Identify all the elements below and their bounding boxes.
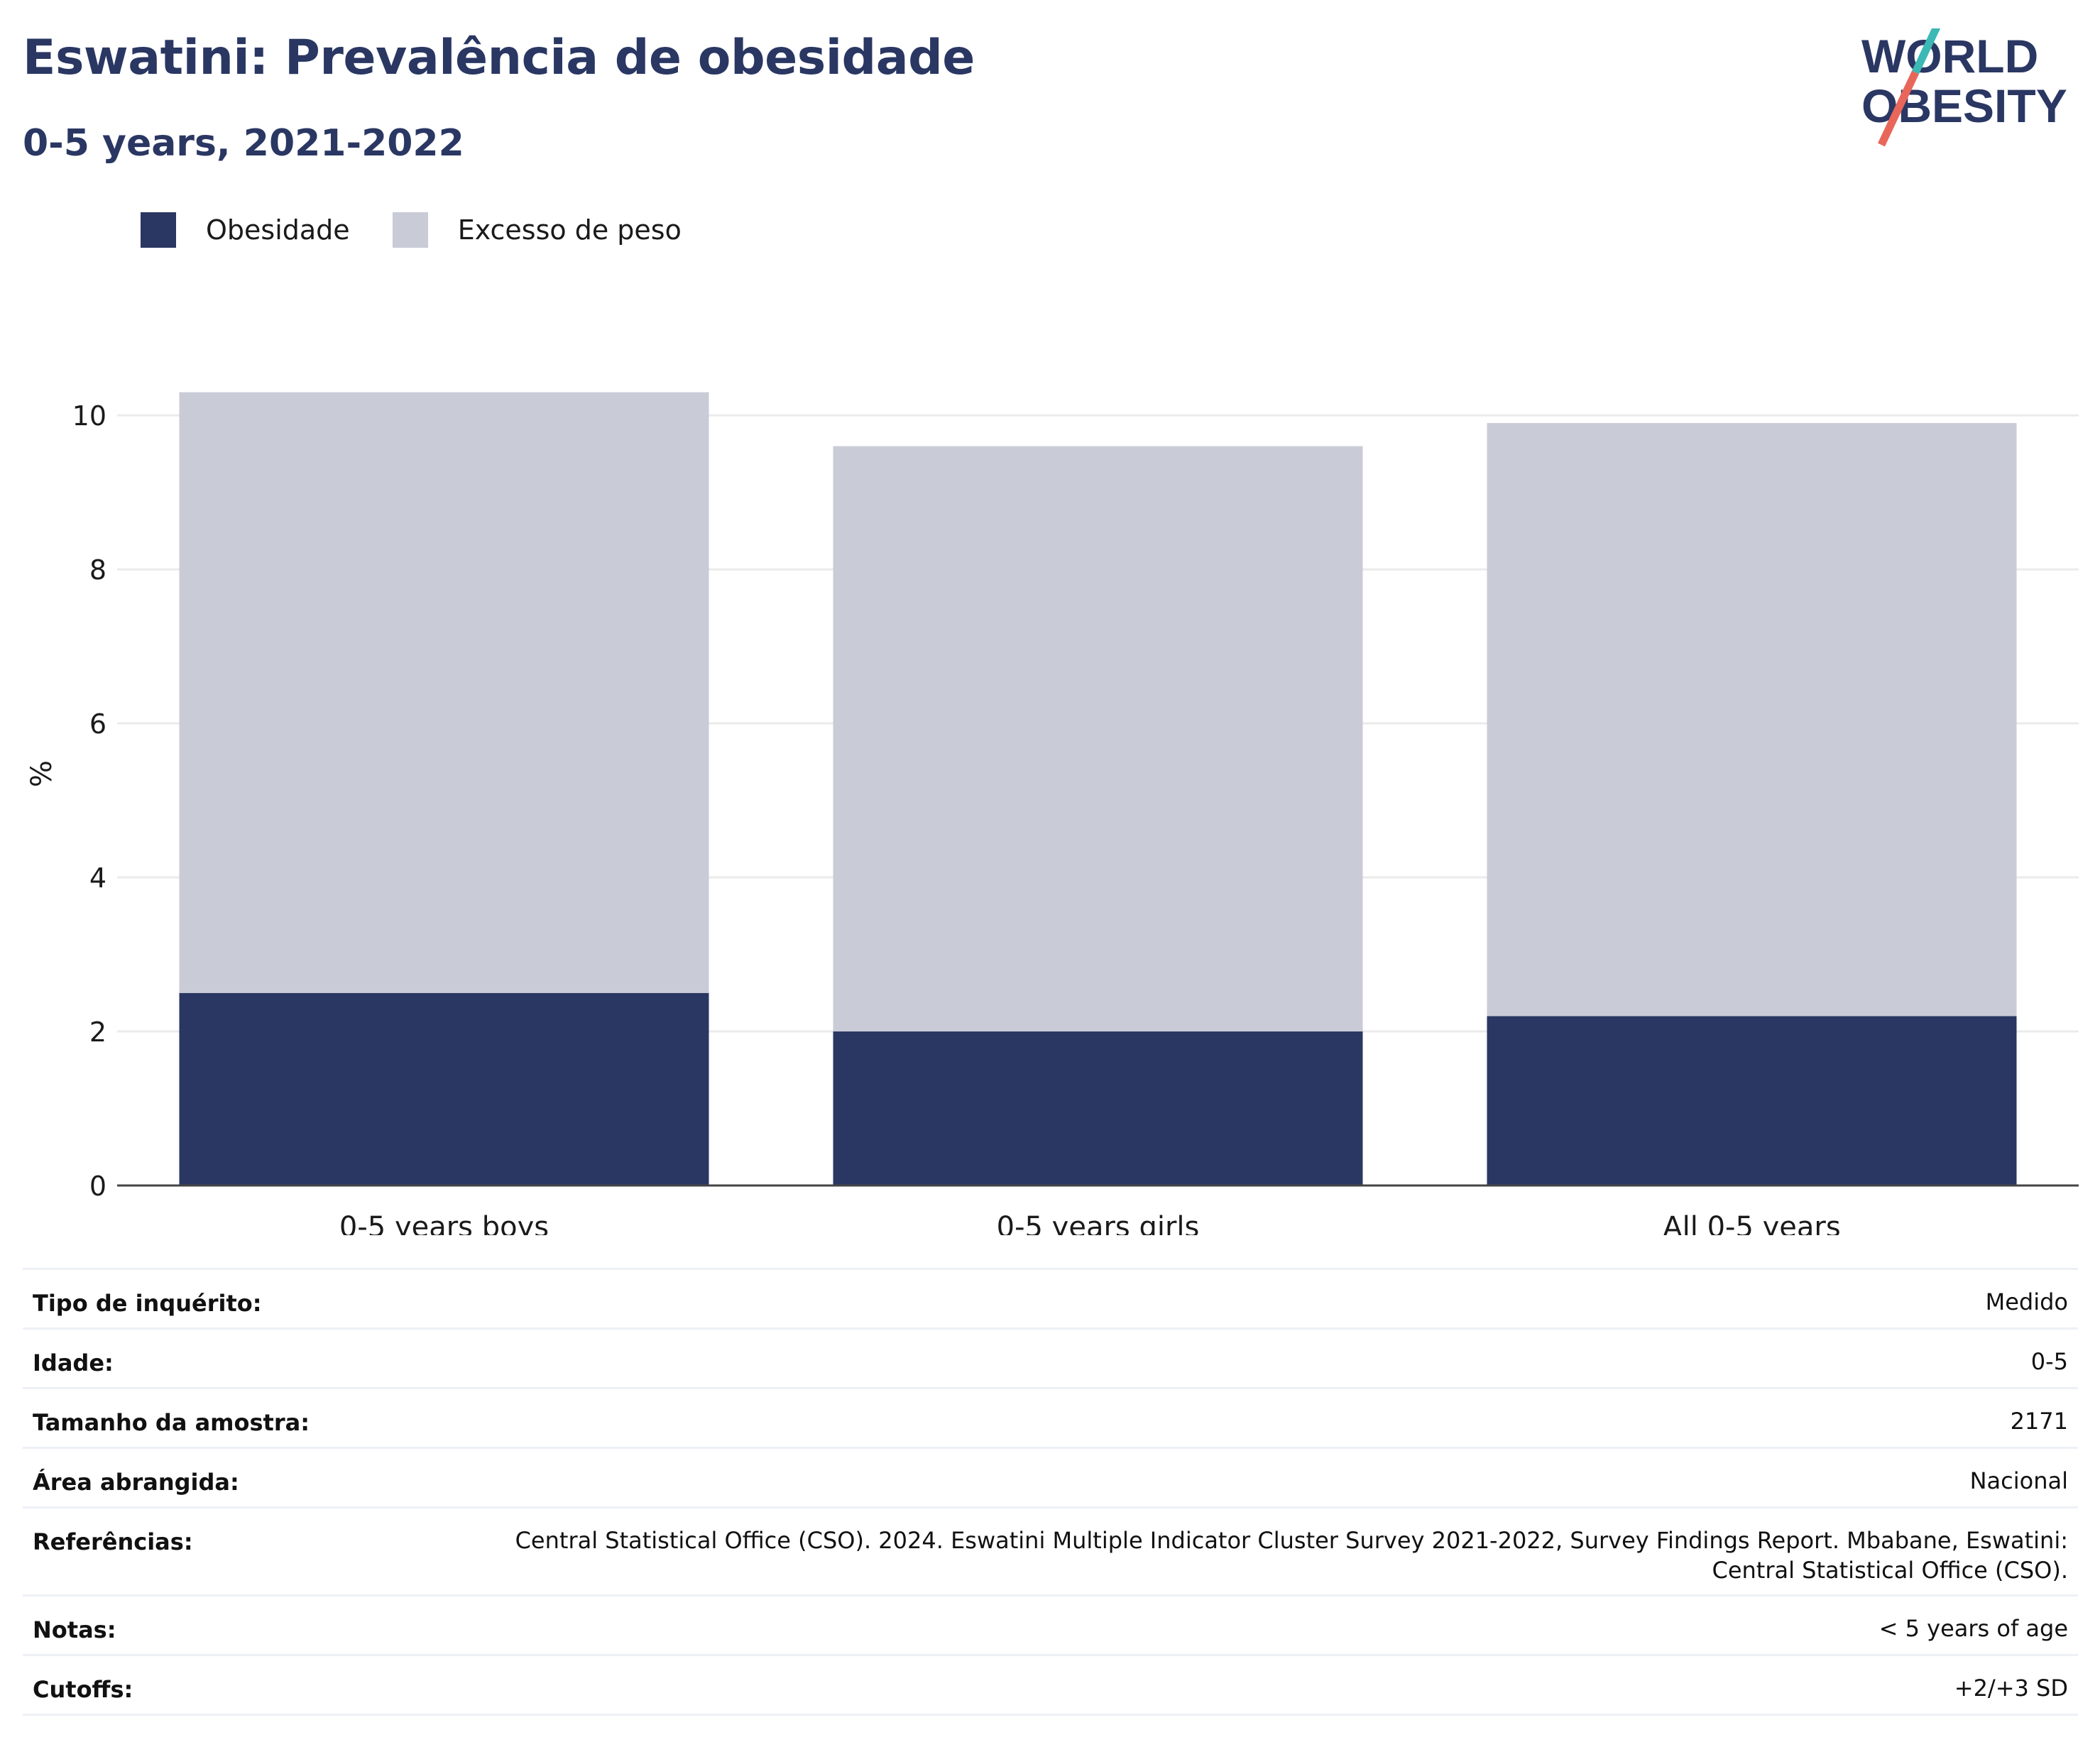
info-row: Referências: Central Statistical Office (… [23, 1508, 2078, 1597]
info-row: Tipo de inquérito: Medido [23, 1270, 2078, 1330]
axes: 0 2 4 6 8 10 0-5 years boys 0-5 years girls All … [72, 400, 2079, 1235]
info-key: Área abrangida: [33, 1469, 239, 1496]
chart-legend: Obesidade Excesso de peso [141, 210, 724, 250]
bar-excesso-de-peso-2[interactable] [1487, 422, 2017, 1017]
y-tick-label: 2 [89, 1017, 106, 1048]
info-value: Nacional [1969, 1467, 2068, 1494]
info-key: Tipo de inquérito: [33, 1290, 262, 1317]
legend-swatch-excesso-de-peso [392, 212, 428, 248]
info-row: Cutoffs: +2/+3 SD [23, 1656, 2078, 1716]
info-row: Tamanho da amostra: 2171 [23, 1389, 2078, 1449]
info-value: Central Statistical Office (CSO). 2024. … [515, 1527, 2068, 1584]
stacked-bar-chart: 0 2 4 6 8 10 0-5 years boys 0-5 years girls All … [26, 392, 2079, 1235]
info-key: Notas: [33, 1616, 116, 1643]
bar-obesidade-2[interactable] [1487, 1016, 2017, 1185]
bar-obesidade-0[interactable] [179, 992, 709, 1185]
info-row: Área abrangida: Nacional [23, 1449, 2078, 1508]
x-tick-label: 0-5 years girls [997, 1211, 1200, 1235]
legend-label-obesidade: Obesidade [206, 214, 350, 246]
bar-excesso-de-peso-0[interactable] [179, 392, 709, 993]
x-tick-label: All 0-5 years [1663, 1211, 1840, 1235]
info-value: < 5 years of age [1878, 1615, 2068, 1642]
bars [179, 392, 2017, 1185]
y-tick-label: 0 [89, 1171, 106, 1202]
logo-text-world: WORLD [1861, 30, 2038, 82]
y-tick-label: 10 [72, 400, 106, 432]
info-key: Cutoffs: [33, 1676, 133, 1703]
survey-info-table: Tipo de inquérito: Medido Idade: 0-5 Tamanho… [23, 1268, 2078, 1716]
info-value: +2/+3 SD [1954, 1675, 2068, 1702]
y-axis-label: % [26, 760, 58, 787]
info-value: 0-5 [2030, 1348, 2068, 1375]
y-tick-label: 6 [89, 708, 106, 740]
legend-item-obesidade[interactable]: Obesidade [141, 212, 350, 248]
bar-obesidade-1[interactable] [833, 1031, 1363, 1185]
info-value: Medido [1985, 1288, 2068, 1315]
info-row: Idade: 0-5 [23, 1330, 2078, 1389]
legend-label-excesso-de-peso: Excesso de peso [457, 214, 682, 246]
info-key: Referências: [33, 1528, 193, 1555]
info-row: Notas: < 5 years of age [23, 1597, 2078, 1656]
world-obesity-logo: WORLD OBESITY [1861, 28, 2067, 147]
y-tick-label: 4 [89, 862, 106, 894]
chart-title: Eswatini: Prevalência de obesidade [23, 30, 975, 86]
bar-excesso-de-peso-1[interactable] [833, 446, 1363, 1032]
y-tick-label: 8 [89, 554, 106, 586]
legend-item-excesso-de-peso[interactable]: Excesso de peso [392, 212, 682, 248]
info-key: Idade: [33, 1349, 114, 1376]
info-value: 2171 [2010, 1408, 2068, 1435]
legend-swatch-obesidade [141, 212, 176, 248]
info-key: Tamanho da amostra: [33, 1409, 310, 1436]
x-tick-label: 0-5 years boys [339, 1211, 549, 1235]
chart-subtitle: 0-5 years, 2021-2022 [23, 122, 464, 165]
logo-slash-bottom [1878, 70, 1919, 147]
logo-slash-top [1912, 28, 1940, 75]
